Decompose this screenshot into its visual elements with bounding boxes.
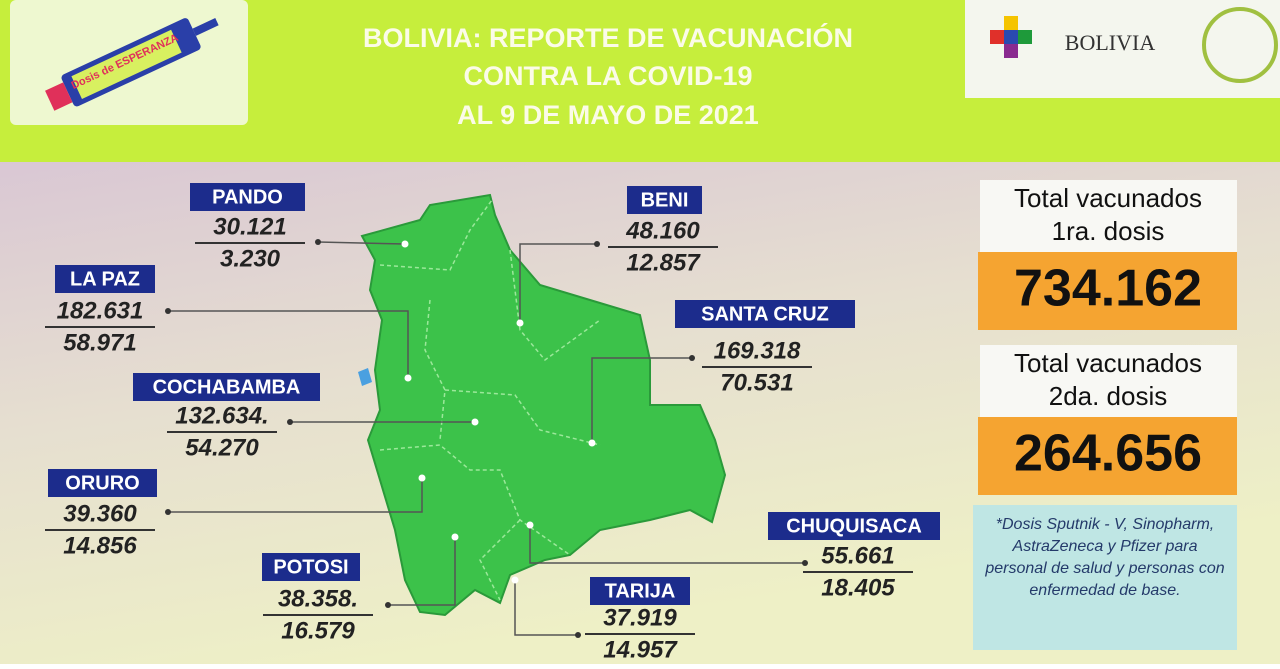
- leader-line: [168, 310, 409, 378]
- department-box: [590, 577, 690, 605]
- department-box: [768, 512, 940, 540]
- total-label-box: [980, 180, 1237, 252]
- leader-dot: [165, 509, 171, 515]
- bolivia-map: [360, 193, 727, 617]
- leader-line: [519, 243, 597, 323]
- second-dose: 70.531: [720, 369, 793, 396]
- leader-dot: [689, 355, 695, 361]
- total-label-box: [980, 345, 1237, 417]
- department-name: SANTA CRUZ: [701, 303, 829, 325]
- leader-dot: [594, 241, 600, 247]
- leader-line: [317, 241, 406, 245]
- map-dot: [516, 319, 524, 327]
- logo-right-text: BOLIVIA: [1065, 30, 1156, 55]
- department-name: CHUQUISACA: [786, 515, 922, 537]
- department-labels: PANDO 30.121 3.230 BENI 48.160 12.857 LA PAZ 18…: [45, 183, 940, 663]
- total-value-box: [978, 417, 1237, 495]
- total-value-box: [978, 252, 1237, 330]
- first-dose: 39.360: [63, 500, 137, 527]
- total-label: Total vacunados: [1014, 183, 1202, 213]
- leader-line: [591, 357, 692, 443]
- total-label: 2da. dosis: [1049, 381, 1168, 411]
- second-dose: 14.957: [603, 636, 678, 663]
- map-dot: [526, 521, 534, 529]
- department-box: [262, 553, 360, 581]
- total-value: 264.656: [1014, 425, 1202, 483]
- second-dose: 16.579: [281, 617, 355, 644]
- title-line: BOLIVIA: REPORTE DE VACUNACIÓN: [363, 22, 853, 53]
- department-name: LA PAZ: [70, 268, 140, 290]
- first-dose: 55.661: [821, 542, 894, 569]
- total-label: Total vacunados: [1014, 348, 1202, 378]
- department-box: [627, 186, 702, 214]
- total-label: 1ra. dosis: [1052, 216, 1165, 246]
- second-dose: 18.405: [821, 574, 895, 601]
- leader-line: [388, 537, 456, 606]
- department-borders: [379, 199, 601, 601]
- leader-line: [514, 580, 578, 636]
- second-dose: 12.857: [626, 249, 701, 276]
- map-dot: [418, 474, 426, 482]
- map-dot: [511, 576, 519, 584]
- department-box: [48, 469, 157, 497]
- map-dot: [588, 439, 596, 447]
- map-dot: [451, 533, 459, 541]
- note-box: [973, 505, 1237, 650]
- syringe-icon: [45, 18, 219, 111]
- department-name: POTOSI: [273, 556, 348, 578]
- leader-dot: [315, 239, 321, 245]
- department-box: [55, 265, 155, 293]
- map-dot: [404, 374, 412, 382]
- first-dose: 182.631: [57, 297, 144, 324]
- title-line: CONTRA LA COVID-19: [463, 61, 752, 91]
- department-name: ORURO: [65, 472, 139, 494]
- second-dose: 14.856: [63, 532, 137, 559]
- leader-dot: [385, 602, 391, 608]
- leader-dot: [575, 632, 581, 638]
- department-name: TARIJA: [605, 580, 676, 602]
- ministry-ring: [1202, 7, 1278, 83]
- leader-dot: [802, 560, 808, 566]
- department-box: [190, 183, 305, 211]
- second-dose: 3.230: [220, 245, 281, 272]
- department-name: PANDO: [212, 186, 283, 208]
- bolivia-emblem: [990, 16, 1032, 58]
- total-value: 734.162: [1014, 260, 1202, 318]
- leader-line: [529, 525, 805, 564]
- first-dose: 169.318: [714, 337, 801, 364]
- leader-dot: [287, 419, 293, 425]
- second-dose: 54.270: [185, 434, 259, 461]
- department-name: COCHABAMBA: [153, 376, 301, 398]
- title-line: AL 9 DE MAYO DE 2021: [457, 100, 759, 130]
- first-dose: 48.160: [625, 217, 700, 244]
- second-dose: 58.971: [63, 329, 136, 356]
- map-dot: [471, 418, 479, 426]
- leader-dot: [165, 308, 171, 314]
- first-dose: 37.919: [603, 604, 677, 631]
- note: *Dosis Sputnik - V, Sinopharm, AstraZene…: [985, 516, 1225, 599]
- map-dot: [401, 240, 409, 248]
- first-dose: 132.634.: [175, 402, 268, 429]
- first-dose: 30.121: [213, 213, 286, 240]
- note-container: *Dosis Sputnik - V, Sinopharm, AstraZene…: [985, 516, 1225, 599]
- department-box: [133, 373, 320, 401]
- leader-line: [168, 478, 423, 513]
- department-name: BENI: [641, 189, 689, 211]
- lake-titicaca: [358, 368, 372, 386]
- department-box: [675, 300, 855, 328]
- first-dose: 38.358.: [278, 585, 358, 612]
